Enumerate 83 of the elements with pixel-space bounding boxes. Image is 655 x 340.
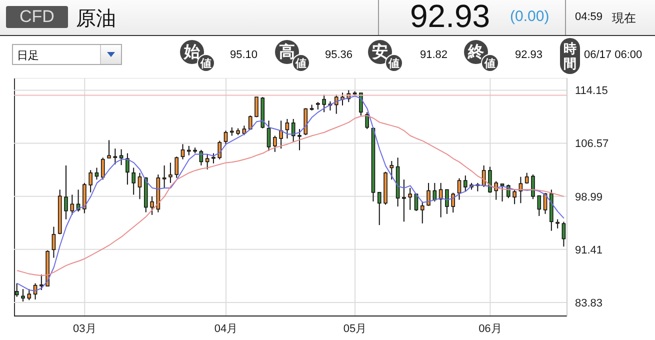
candlestick bbox=[162, 164, 166, 188]
candlestick bbox=[138, 172, 142, 200]
candlestick bbox=[88, 170, 92, 193]
y-tick-label: 106.57 bbox=[575, 138, 609, 150]
candlestick bbox=[100, 157, 105, 180]
candlestick bbox=[408, 187, 412, 210]
candlestick bbox=[451, 192, 456, 214]
candlestick bbox=[273, 135, 277, 152]
x-tick-label: 06月 bbox=[478, 322, 502, 335]
candlestick bbox=[186, 145, 191, 156]
candlestick bbox=[40, 274, 44, 291]
text: 安値 bbox=[371, 42, 400, 72]
candlestick bbox=[556, 218, 560, 229]
x-tick-label: 05月 bbox=[343, 322, 367, 335]
candlestick bbox=[212, 152, 216, 164]
chart-title: 原油 bbox=[76, 7, 116, 32]
y-tick-label: 91.41 bbox=[575, 244, 603, 256]
text: 91.82 bbox=[420, 49, 448, 61]
candlestick bbox=[494, 180, 498, 200]
text: 現在 bbox=[612, 10, 636, 27]
candlestick bbox=[488, 166, 492, 194]
candlestick bbox=[402, 179, 406, 222]
candlestick bbox=[291, 118, 296, 142]
candlestick bbox=[27, 288, 32, 301]
candlestick bbox=[224, 130, 228, 145]
text: 日足 bbox=[17, 49, 39, 63]
candlestick bbox=[334, 94, 338, 114]
text: 04:59 bbox=[575, 11, 603, 23]
candlestick bbox=[537, 195, 542, 216]
text: 06/17 06:00 bbox=[584, 49, 642, 61]
candlestick bbox=[52, 226, 56, 258]
candlestick bbox=[390, 160, 394, 180]
candlestick bbox=[377, 192, 382, 226]
y-tick-label: 83.83 bbox=[575, 297, 603, 310]
candlestick bbox=[14, 282, 19, 298]
candlestick bbox=[107, 140, 111, 159]
text: (0.00) bbox=[510, 8, 550, 25]
x-tick-label: 03月 bbox=[73, 322, 96, 335]
candlestick bbox=[174, 156, 179, 178]
candlestick bbox=[180, 144, 185, 160]
candlestick bbox=[113, 148, 118, 165]
candlestick bbox=[457, 178, 462, 200]
candlestick bbox=[285, 118, 290, 139]
candlestick bbox=[119, 148, 124, 166]
text: 95.36 bbox=[325, 49, 353, 61]
candlestick bbox=[94, 167, 99, 180]
candlestick bbox=[445, 189, 449, 214]
candlestick bbox=[205, 154, 210, 170]
candlestick bbox=[266, 120, 271, 152]
line-series bbox=[16, 115, 564, 276]
candlestick bbox=[218, 140, 222, 160]
candlestick bbox=[298, 128, 302, 151]
candlestick bbox=[322, 94, 326, 113]
candlestick bbox=[340, 92, 344, 106]
candlestick bbox=[132, 167, 136, 196]
candlestick bbox=[254, 96, 258, 118]
candlestick bbox=[242, 125, 246, 136]
y-tick-label: 98.99 bbox=[575, 191, 603, 204]
text: 95.10 bbox=[230, 49, 258, 61]
candlestick bbox=[463, 175, 468, 192]
candlestick bbox=[531, 174, 535, 200]
text: 高値 bbox=[278, 42, 308, 72]
y-tick-label: 114.15 bbox=[575, 85, 608, 98]
x-tick-label: 04月 bbox=[214, 322, 238, 335]
candlestick bbox=[426, 182, 430, 206]
candlestick bbox=[500, 183, 504, 202]
text: 終値 bbox=[466, 42, 496, 72]
text: CFD bbox=[6, 6, 68, 28]
candlestick bbox=[150, 196, 154, 216]
text: 始値 bbox=[182, 42, 212, 72]
candlestick bbox=[64, 164, 68, 220]
candlestick bbox=[562, 221, 566, 248]
candlestick bbox=[70, 194, 74, 216]
candlestick bbox=[126, 152, 130, 186]
candlestick bbox=[21, 288, 25, 302]
candlestick bbox=[168, 162, 172, 184]
text: 92.93 bbox=[515, 49, 543, 61]
candlestick bbox=[365, 112, 369, 130]
candlestick bbox=[420, 200, 424, 224]
text: 92.93 bbox=[410, 0, 490, 35]
candlestick bbox=[512, 189, 516, 205]
candlestick bbox=[279, 120, 283, 150]
text: 時間 bbox=[564, 41, 576, 71]
